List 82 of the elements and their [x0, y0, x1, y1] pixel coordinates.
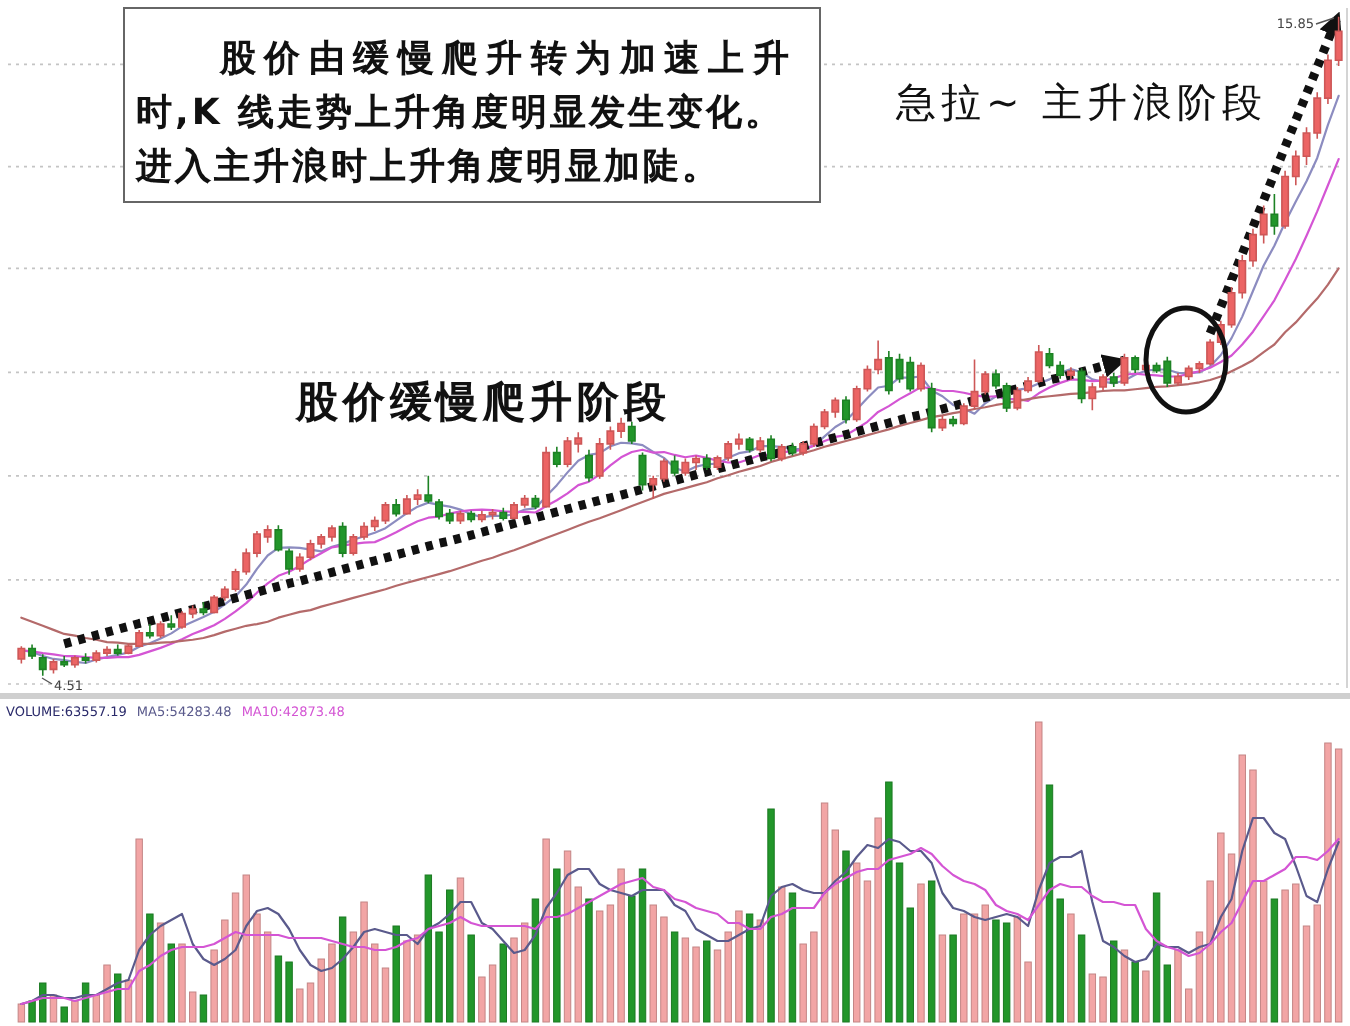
candlestick — [1131, 354, 1140, 374]
candlestick — [49, 658, 58, 675]
candlestick — [199, 601, 208, 617]
candlestick — [745, 436, 754, 454]
bar — [756, 919, 765, 1023]
bar — [949, 934, 957, 1023]
candlestick — [28, 643, 37, 660]
bar — [499, 943, 507, 1023]
candlestick — [1120, 353, 1129, 387]
candlestick — [167, 614, 176, 631]
candlestick — [145, 623, 154, 640]
bar — [1067, 913, 1075, 1023]
bar — [1131, 961, 1139, 1023]
candlestick — [916, 361, 925, 393]
bar — [917, 883, 925, 1023]
candlestick — [499, 507, 508, 522]
bar — [585, 898, 593, 1023]
bar — [1270, 898, 1279, 1023]
candlestick — [156, 620, 165, 639]
bar — [542, 838, 550, 1023]
candlestick — [627, 421, 636, 445]
bar — [392, 925, 400, 1023]
bar — [553, 868, 561, 1023]
bar — [842, 850, 850, 1023]
candlestick — [531, 494, 540, 510]
bar — [1077, 934, 1086, 1023]
candlestick — [70, 654, 79, 669]
candlestick — [552, 446, 561, 468]
bar — [788, 892, 797, 1023]
bar — [778, 886, 786, 1023]
bar — [71, 1000, 79, 1023]
bar — [114, 973, 122, 1023]
candlestick — [702, 453, 711, 471]
bar — [167, 943, 175, 1023]
bar — [767, 808, 775, 1023]
bar — [531, 898, 540, 1023]
candlestick — [542, 446, 551, 509]
candlestick — [767, 434, 776, 463]
candlestick — [1066, 366, 1075, 381]
bar — [938, 934, 947, 1023]
bar — [199, 994, 208, 1023]
candlestick — [584, 448, 593, 483]
candlestick — [1270, 193, 1279, 236]
candlestick — [927, 382, 936, 434]
bar — [156, 922, 165, 1023]
annotation: 股价缓慢爬升阶段 — [294, 378, 671, 426]
candlestick — [670, 454, 679, 477]
bar — [1120, 949, 1129, 1023]
bar — [927, 880, 936, 1023]
candlestick — [788, 441, 797, 457]
bar — [467, 934, 475, 1023]
annotation: 股价由缓慢爬升转为加速上升时,K 线走势上升角度明显发生变化。进入主升浪时上升角度明显加陡。 — [134, 38, 798, 188]
candlestick — [756, 436, 765, 454]
candlestick — [1109, 372, 1118, 388]
candlestick — [777, 443, 786, 463]
bar — [17, 1003, 26, 1023]
candlestick — [392, 498, 401, 518]
candlestick — [938, 415, 947, 432]
candlestick — [285, 547, 294, 576]
bar — [146, 913, 154, 1023]
candlestick — [1077, 367, 1086, 405]
bar — [745, 913, 754, 1023]
bar — [703, 940, 711, 1023]
bar — [1110, 940, 1118, 1023]
candlestick — [338, 521, 347, 559]
annotation: 急拉~ 主升浪阶段 — [894, 78, 1268, 126]
candlestick — [274, 524, 283, 553]
bar — [456, 877, 465, 1023]
bar — [60, 1006, 68, 1023]
candlestick — [81, 652, 90, 665]
candlestick — [638, 451, 647, 492]
candlestick — [841, 395, 851, 425]
candlestick — [113, 643, 122, 657]
candlestick — [949, 415, 958, 428]
bar — [338, 916, 347, 1023]
bar — [1142, 970, 1150, 1023]
candlestick — [467, 509, 476, 524]
candlestick — [17, 645, 26, 665]
candlestick — [38, 653, 47, 677]
bar — [670, 931, 679, 1023]
candlestick — [456, 509, 465, 525]
candlestick — [60, 655, 69, 668]
